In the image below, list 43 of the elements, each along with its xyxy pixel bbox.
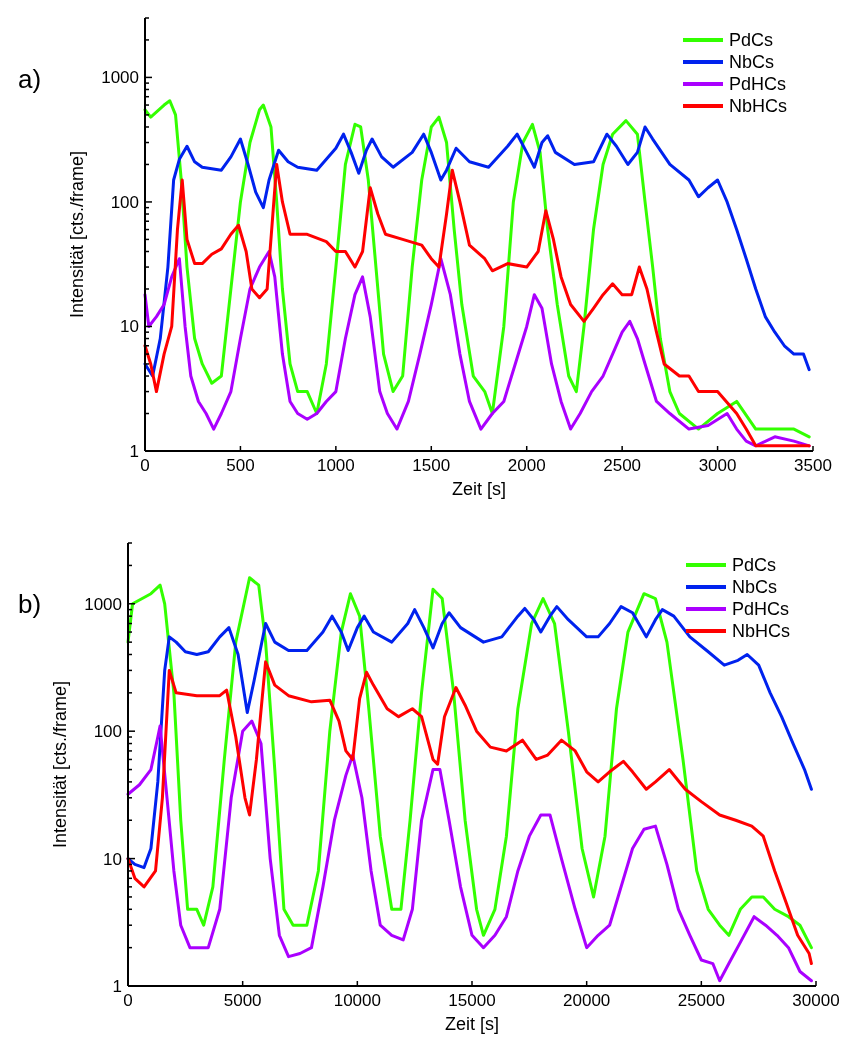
line-series (143, 99, 811, 439)
x-tick-label: 2500 (603, 456, 642, 475)
y-axis-title: Intensität [cts./frame] (67, 150, 87, 319)
line-series (126, 660, 813, 966)
legend-label: NbCs (732, 577, 778, 597)
line-series (143, 162, 811, 448)
legend-label: PdHCs (732, 599, 790, 619)
x-tick-label: 3000 (698, 456, 737, 475)
line-series (126, 719, 813, 983)
y-tick-label: 1000 (101, 68, 139, 88)
x-tick-label: 3500 (794, 456, 832, 475)
x-tick-label: 30000 (792, 991, 840, 1010)
y-tick-label: 1 (112, 977, 122, 996)
y-tick-label: 1000 (84, 594, 122, 614)
x-tick-label: 1500 (412, 456, 451, 475)
x-axis-title: Zeit [s] (451, 479, 507, 499)
y-axis-title: Intensität [cts./frame] (50, 680, 70, 849)
legend-label: PdCs (729, 30, 774, 50)
legend-label: NbCs (729, 52, 775, 72)
x-tick-label: 25000 (677, 991, 725, 1010)
x-tick-label: 5000 (223, 991, 262, 1010)
x-tick-label: 500 (226, 456, 255, 475)
y-tick-label: 1 (129, 442, 139, 461)
legend-label: PdHCs (729, 74, 787, 94)
line-series (143, 125, 811, 378)
legend-label: NbHCs (729, 96, 788, 116)
x-tick-label: 10000 (333, 991, 381, 1010)
x-tick-label: 0 (140, 456, 150, 475)
legend-label: NbHCs (732, 621, 791, 641)
y-tick-label: 10 (103, 849, 122, 869)
y-tick-label: 100 (110, 192, 139, 212)
legend-label: PdCs (732, 555, 777, 575)
y-tick-label: 100 (93, 722, 122, 742)
x-tick-label: 1000 (316, 456, 355, 475)
x-tick-label: 15000 (448, 991, 496, 1010)
line-series (126, 576, 813, 950)
x-tick-label: 0 (123, 991, 133, 1010)
x-tick-label: 2000 (507, 456, 546, 475)
y-tick-label: 10 (120, 317, 139, 337)
x-tick-label: 20000 (563, 991, 611, 1010)
text: a) (18, 64, 42, 94)
text: b) (18, 589, 42, 619)
x-axis-title: Zeit [s] (444, 1014, 500, 1034)
